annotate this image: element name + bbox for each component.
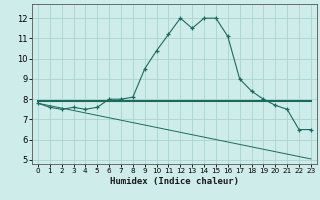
X-axis label: Humidex (Indice chaleur): Humidex (Indice chaleur) [110,177,239,186]
